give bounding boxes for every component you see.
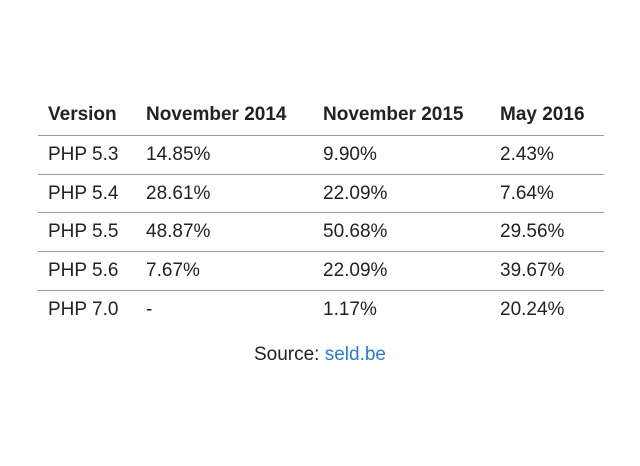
table-cell: 7.64% (500, 182, 554, 204)
table-cell: 28.61% (146, 182, 211, 204)
source-label: Source: (253, 344, 320, 365)
table-cell: 48.87% (146, 221, 211, 243)
table-cell: 50.68% (323, 221, 388, 243)
table-cell: - (146, 298, 153, 320)
header-cell: November 2015 (323, 104, 464, 125)
table-cell: PHP 7.0 (48, 298, 119, 320)
table-cell: 22.09% (323, 260, 388, 282)
table-cell: PHP 5.6 (48, 260, 119, 282)
table-cell: 2.43% (500, 144, 554, 165)
table-cell: 39.67% (500, 260, 565, 282)
table-cell: PHP 5.5 (48, 221, 119, 243)
table-cell: PHP 5.4 (48, 182, 119, 204)
source-link[interactable]: seld.be (324, 344, 387, 365)
table-cell: 1.17% (323, 298, 377, 320)
table-cell: 20.24% (500, 298, 565, 320)
source-line: Source: seld.be (0, 342, 640, 368)
header-cell: Version (48, 104, 117, 125)
row-divider (38, 251, 604, 252)
row-divider (38, 290, 604, 291)
row-divider (38, 212, 604, 213)
header-cell: November 2014 (146, 104, 287, 125)
row-divider (38, 174, 604, 175)
table-cell: 22.09% (323, 182, 388, 204)
row-divider (38, 135, 604, 136)
table-cell: 14.85% (146, 144, 211, 165)
table-cell: 29.56% (500, 221, 565, 243)
header-cell: May 2016 (500, 104, 585, 125)
table-cell: PHP 5.3 (48, 144, 119, 165)
table-cell: 7.67% (146, 260, 200, 282)
table-cell: 9.90% (323, 144, 377, 165)
